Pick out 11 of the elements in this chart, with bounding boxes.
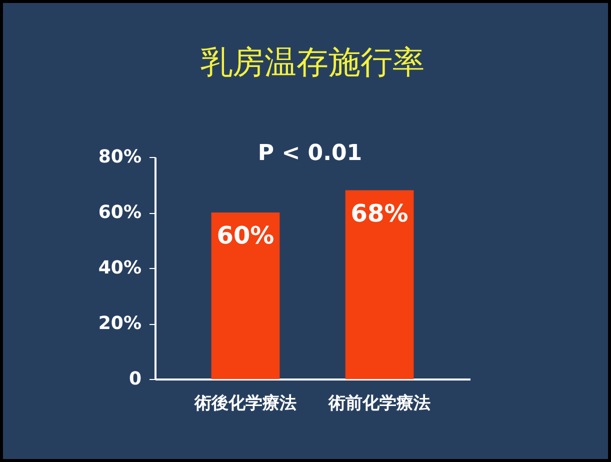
y-tick-label: 0 bbox=[128, 368, 142, 390]
data-label: 60% bbox=[216, 222, 274, 250]
data-label: 68% bbox=[350, 199, 408, 228]
annotation: P < 0.01 bbox=[258, 141, 362, 166]
x-tick-label: 術前化学療法 bbox=[328, 394, 431, 414]
y-tick-label: 40% bbox=[98, 258, 142, 278]
y-tick-label: 20% bbox=[98, 313, 142, 334]
x-tick-label: 術後化学療法 bbox=[193, 394, 296, 414]
y-tick-label: 60% bbox=[98, 202, 142, 223]
y-tick-label: 80% bbox=[98, 146, 142, 168]
chart-title: 乳房温存施行率 bbox=[200, 43, 424, 81]
